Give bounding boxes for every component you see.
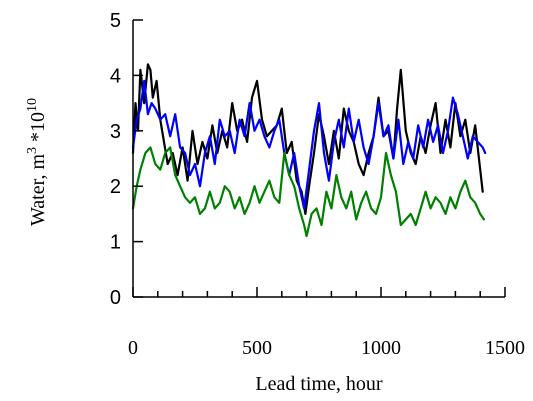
y-tick-label: 0	[110, 287, 121, 309]
series-line-3	[131, 146, 485, 238]
x-tick-label: 1500	[485, 337, 525, 359]
y-axis-title-sup1: 3	[25, 147, 40, 154]
series-line-2	[131, 79, 487, 210]
series-line-1	[131, 63, 484, 215]
y-tick-label: 1	[110, 232, 121, 254]
x-axis-ticks: 0 500 1000 1500	[128, 287, 525, 359]
y-axis-title-main: Water, m	[27, 154, 49, 226]
y-tick-label: 3	[110, 121, 121, 143]
x-tick-label: 0	[128, 337, 138, 359]
y-tick-label: 5	[110, 10, 121, 32]
y-axis-ticks: 0 1 2 3 4 5	[110, 10, 143, 309]
y-axis-title-sup2: 10	[25, 98, 40, 112]
y-axis-title-mid: *10	[27, 112, 49, 147]
x-axis-title: Lead time, hour	[255, 373, 383, 395]
x-tick-label: 500	[242, 337, 272, 359]
y-tick-label: 2	[110, 176, 121, 198]
series-layer	[131, 63, 487, 238]
y-axis-title: Water, m3 *1010	[25, 98, 49, 226]
y-tick-label: 4	[110, 65, 121, 87]
axes-layer: 0 1 2 3 4 5 0 500 1000 1500	[110, 10, 525, 359]
x-tick-label: 1000	[361, 337, 401, 359]
